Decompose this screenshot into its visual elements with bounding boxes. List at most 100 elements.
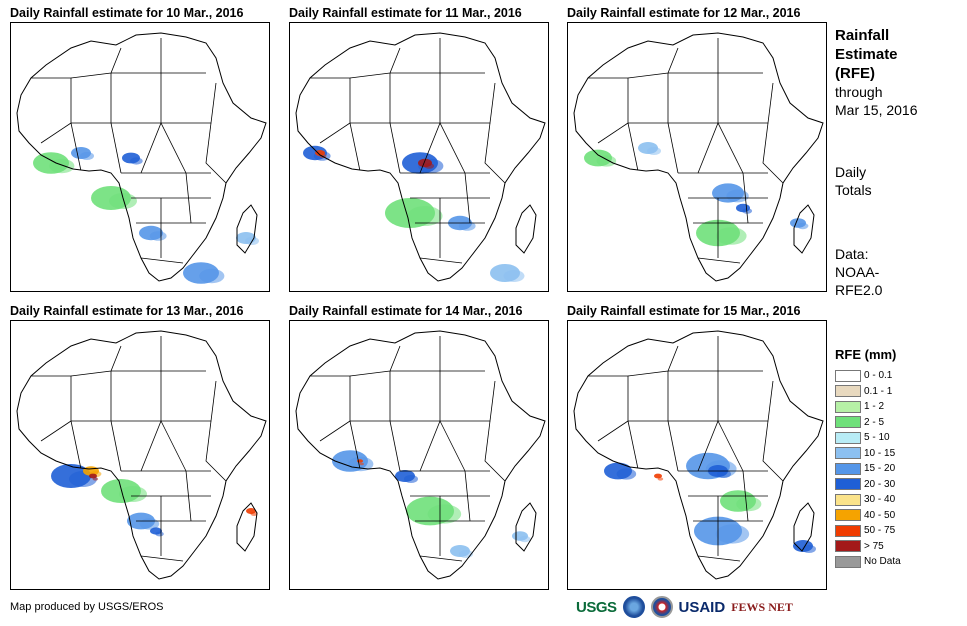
country-border: [349, 345, 401, 377]
legend-title: RFE (mm): [835, 347, 897, 362]
map-panel: Daily Rainfall estimate for 14 Mar., 201…: [289, 303, 549, 590]
country-border: [588, 77, 629, 123]
country-border: [597, 122, 629, 144]
country-border: [140, 420, 162, 472]
country-border: [419, 257, 463, 264]
country-border: [627, 345, 679, 377]
rainfall-map: [567, 22, 827, 292]
country-border: [350, 73, 391, 124]
legend-item: 0 - 0.1: [835, 368, 901, 384]
country-border: [71, 371, 112, 422]
rain-cell-fringe: [109, 193, 137, 209]
country-border: [389, 122, 401, 174]
rain-cell-fringe: [80, 152, 94, 160]
rainfall-map: [289, 22, 549, 292]
rain-cell-fringe: [715, 524, 750, 544]
partner-logos: USGS USAID FEWS NET: [576, 594, 793, 620]
country-border: [440, 380, 496, 422]
rainfall-map: [10, 320, 270, 590]
legend-label: 0 - 0.1: [864, 370, 893, 382]
legend-label: 5 - 10: [864, 432, 890, 444]
rainfall-map: [10, 22, 270, 292]
country-border: [484, 122, 506, 184]
country-border: [668, 371, 719, 422]
legend-swatch: [835, 478, 861, 491]
legend-item: > 75: [835, 539, 901, 555]
country-border: [440, 82, 496, 124]
rain-cell-fringe: [519, 535, 531, 543]
legend-swatch: [835, 493, 861, 506]
country-borders: [310, 336, 506, 562]
africa-map-svg: [16, 32, 267, 284]
country-border: [110, 420, 122, 472]
noaa-logo-icon: [622, 596, 645, 618]
country-border: [627, 47, 679, 79]
rain-cell: [89, 473, 97, 479]
map-panel-title: Daily Rainfall estimate for 10 Mar., 201…: [10, 6, 244, 20]
country-border: [718, 380, 774, 422]
country-borders: [588, 336, 784, 562]
country-border: [464, 470, 471, 522]
rain-cell-fringe: [130, 157, 143, 165]
legend-label: > 75: [864, 540, 884, 552]
africa-map-svg: [573, 330, 824, 580]
data-source-block: Data: NOAA- RFE2.0: [835, 245, 882, 299]
rain-cell-fringe: [717, 470, 731, 478]
through-label: through: [835, 84, 883, 100]
country-border: [697, 420, 719, 472]
usaid-seal-icon: [650, 596, 673, 618]
rfe-title-line1: Rainfall: [835, 27, 890, 44]
legend-swatch: [835, 369, 861, 382]
country-border: [484, 420, 506, 482]
rain-cell-fringe: [458, 221, 476, 231]
africa-outline: [295, 32, 546, 282]
legend-swatch: [835, 524, 861, 537]
legend-rows: 0 - 0.1 0.1 - 1 1 - 2 2 - 5 5 - 10 10 - 15 15 …: [835, 368, 901, 570]
rain-cell-fringe: [616, 468, 637, 480]
country-border: [597, 420, 629, 442]
rain-cell-fringe: [155, 531, 164, 537]
rain-cell-fringe: [657, 477, 664, 481]
country-border: [742, 470, 749, 522]
africa-outline: [573, 330, 824, 580]
legend-swatch: [835, 555, 861, 568]
country-border: [70, 420, 82, 470]
madagascar-outline: [515, 204, 537, 254]
country-border: [310, 375, 351, 421]
data-source-line3: RFE2.0: [835, 282, 883, 298]
country-border: [160, 420, 187, 472]
country-border: [31, 375, 72, 421]
country-border: [667, 420, 679, 472]
country-border: [161, 380, 217, 422]
legend-item: 2 - 5: [835, 415, 901, 431]
madagascar-outline: [793, 204, 815, 254]
country-border: [762, 122, 784, 184]
country-border: [628, 73, 669, 124]
through-date: Mar 15, 2016: [835, 102, 918, 118]
country-border: [627, 122, 639, 172]
madagascar-outline: [793, 502, 815, 552]
rain-cell-fringe: [715, 227, 747, 245]
totals-line2: Totals: [835, 182, 872, 198]
map-panel-title: Daily Rainfall estimate for 11 Mar., 201…: [289, 6, 522, 20]
country-border: [205, 122, 227, 184]
country-border: [205, 420, 227, 482]
country-border: [742, 172, 749, 224]
legend-swatch: [835, 431, 861, 444]
country-border: [110, 122, 122, 174]
africa-outline: [573, 32, 824, 282]
legend-item: 50 - 75: [835, 523, 901, 539]
rain-cell-fringe: [427, 504, 462, 524]
legend-label: 15 - 20: [864, 463, 896, 475]
legend-item: 0.1 - 1: [835, 384, 901, 400]
africa-map-svg: [295, 32, 546, 282]
rain-cell-fringe: [359, 462, 364, 466]
madagascar-outline: [236, 204, 258, 254]
rfe-title-line2: Estimate: [835, 46, 898, 63]
map-panel-title: Daily Rainfall estimate for 14 Mar., 201…: [289, 304, 523, 318]
totals-block: Daily Totals: [835, 163, 872, 199]
country-border: [464, 172, 471, 224]
country-border: [627, 420, 639, 470]
rainfall-map: [289, 320, 549, 590]
rain-cell-fringe: [726, 189, 749, 203]
